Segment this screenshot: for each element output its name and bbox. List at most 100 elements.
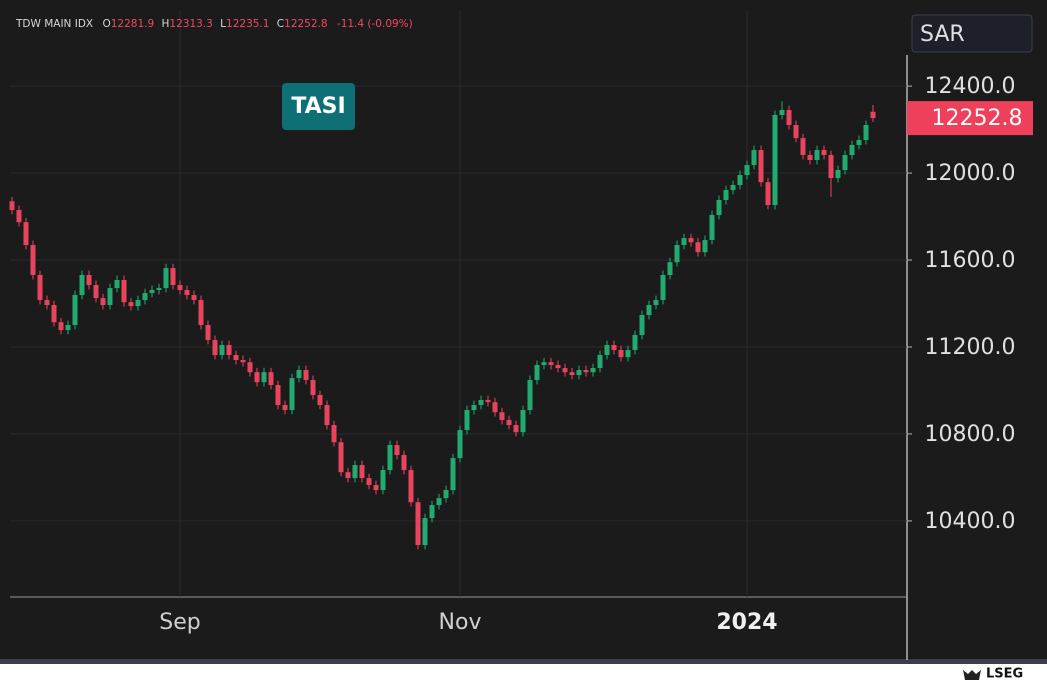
candle-body xyxy=(800,138,806,156)
candle-body xyxy=(142,293,148,301)
candle-body xyxy=(688,238,694,243)
candle-body xyxy=(478,400,484,406)
candle-body xyxy=(534,365,540,381)
candle-body xyxy=(821,150,827,156)
bottom-border xyxy=(0,659,1047,664)
candle-body xyxy=(709,215,715,241)
ohlc-value: 12313.3 xyxy=(169,18,212,30)
last-price-badge xyxy=(907,101,1033,136)
candle-body xyxy=(44,300,50,306)
candle-body xyxy=(9,201,15,211)
annotation-box xyxy=(282,83,355,130)
candle-body xyxy=(814,150,820,161)
candle-body xyxy=(457,430,463,459)
candle-body xyxy=(793,125,799,139)
candle-body xyxy=(79,275,85,296)
candle-body xyxy=(492,402,498,413)
ohlc-value: 12235.1 xyxy=(226,18,269,30)
candle-body xyxy=(667,262,673,276)
chart-background xyxy=(0,0,1047,662)
candle-body xyxy=(219,345,225,356)
candle-body xyxy=(695,242,701,253)
y-tick-label: 12000.0 xyxy=(925,161,1016,186)
candle-body xyxy=(100,298,106,306)
candle-body xyxy=(331,425,337,443)
candle-body xyxy=(856,140,862,146)
candle-body xyxy=(128,302,134,307)
candle-body xyxy=(590,368,596,373)
candle-body xyxy=(30,245,36,276)
currency: SAR xyxy=(920,22,965,47)
candle-body xyxy=(415,502,421,546)
candle-body xyxy=(464,410,470,431)
candle-body xyxy=(170,268,176,286)
candle-body xyxy=(93,285,99,299)
candle-body xyxy=(198,300,204,326)
ohlc-value: 12281.9 xyxy=(111,18,154,30)
candle-body xyxy=(842,155,848,171)
grid xyxy=(10,10,907,597)
candle-body xyxy=(107,288,113,306)
y-tick-label: 12400.0 xyxy=(925,74,1016,99)
candle-body xyxy=(450,458,456,491)
candle-body xyxy=(429,505,435,519)
candle-body xyxy=(618,350,624,358)
candle-body xyxy=(233,355,239,361)
candle-body xyxy=(163,268,169,289)
candle-body xyxy=(646,305,652,316)
logo-shape xyxy=(963,670,981,680)
candle-body xyxy=(772,115,778,206)
candle-body xyxy=(380,470,386,491)
logo: LSEG xyxy=(986,667,1023,682)
candle-body xyxy=(828,155,834,179)
candle-body xyxy=(786,110,792,126)
candle-body xyxy=(443,490,449,499)
candle-body xyxy=(597,355,603,369)
change: -11.4 (-0.09%) xyxy=(337,18,413,30)
ohlc-label: L xyxy=(220,18,226,30)
candle-body xyxy=(674,245,680,263)
candle-body xyxy=(527,380,533,411)
candle-body xyxy=(758,150,764,183)
candle-body xyxy=(205,325,211,341)
logo-icon xyxy=(963,670,981,680)
candle-body xyxy=(86,275,92,286)
candle-body xyxy=(562,368,568,373)
candle-body xyxy=(541,362,547,366)
x-tick-label: 2024 xyxy=(716,610,777,635)
candle-body xyxy=(863,125,869,141)
currency-box[interactable] xyxy=(911,14,1033,53)
y-tick-label: 11600.0 xyxy=(925,248,1016,273)
candle-body xyxy=(660,275,666,301)
candle-body xyxy=(16,210,22,223)
candle-body xyxy=(765,182,771,206)
candle-body xyxy=(506,420,512,426)
candle-body xyxy=(653,300,659,306)
candle-body xyxy=(870,111,876,119)
candle-body xyxy=(408,470,414,503)
candle-body xyxy=(548,362,554,366)
candle-body xyxy=(632,335,638,351)
candle-body xyxy=(555,365,561,369)
candle-body xyxy=(72,295,78,326)
candle-body xyxy=(499,412,505,421)
candle-body xyxy=(352,465,358,479)
candle-body xyxy=(751,150,757,166)
candle-body xyxy=(261,372,267,383)
labels: 10400.0 10800.0 11200.0 11600.0 12000.0 12400… xyxy=(159,74,1015,635)
ohlc-label: C xyxy=(277,18,284,30)
candle-body xyxy=(373,485,379,491)
candle-body xyxy=(583,370,589,373)
candle-body xyxy=(849,145,855,156)
candle-body xyxy=(191,295,197,301)
candle-body xyxy=(37,275,43,301)
y-tick-label: 11200.0 xyxy=(925,335,1016,360)
candle-body xyxy=(317,395,323,406)
candle-body xyxy=(296,370,302,379)
candle-body xyxy=(576,370,582,376)
candle-body xyxy=(289,378,295,411)
candle-body xyxy=(23,222,29,246)
candle-body xyxy=(51,305,57,323)
candle-body xyxy=(240,360,246,363)
candle-body xyxy=(121,280,127,303)
